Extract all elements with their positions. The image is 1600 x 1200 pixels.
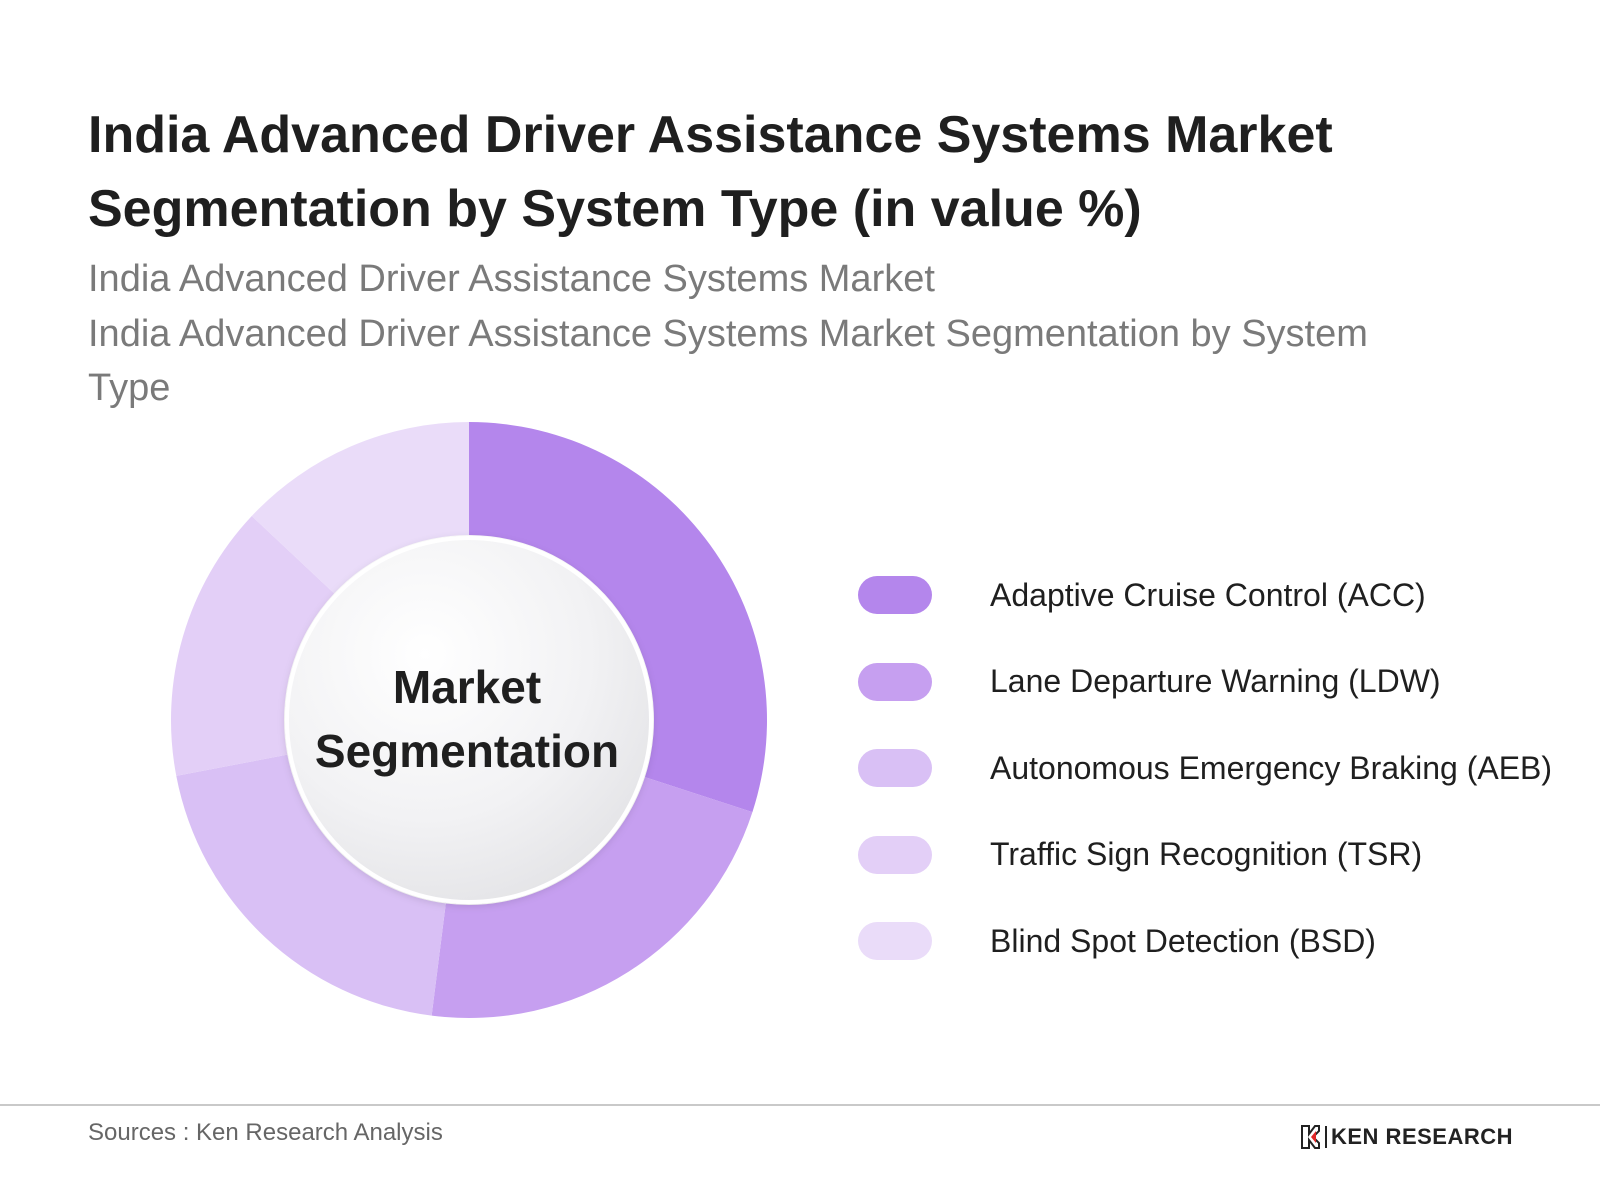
donut-center-hub	[285, 536, 653, 904]
legend-item: Traffic Sign Recognition (TSR)	[858, 812, 1598, 899]
legend-swatch	[858, 662, 932, 701]
chart-title: India Advanced Driver Assistance Systems…	[88, 106, 1333, 238]
ken-research-logo: KEN RESEARCH	[1300, 1124, 1513, 1150]
legend-swatch	[858, 749, 932, 788]
legend-label: Blind Spot Detection (BSD)	[990, 922, 1376, 959]
donut-slice-2	[431, 777, 753, 1018]
donut-slice-4	[171, 516, 335, 776]
brand-separator	[1325, 1126, 1327, 1148]
legend-swatch	[858, 922, 932, 961]
ken-research-k-icon	[1301, 1125, 1320, 1149]
source-note: Sources : Ken Research Analysis	[88, 1119, 443, 1146]
donut-slice-1	[469, 422, 768, 813]
brand-name: KEN RESEARCH	[1331, 1124, 1514, 1149]
legend-label: Lane Departure Warning (LDW)	[990, 663, 1441, 700]
legend-item: Autonomous Emergency Braking (AEB)	[858, 725, 1598, 812]
footer-divider	[0, 1104, 1600, 1106]
chart-subtitle-1: India Advanced Driver Assistance Systems…	[88, 258, 935, 300]
legend-item: Adaptive Cruise Control (ACC)	[858, 552, 1598, 639]
donut-slice-3	[176, 754, 446, 1016]
legend-label: Autonomous Emergency Braking (AEB)	[990, 749, 1553, 786]
donut-slice-5	[251, 422, 469, 594]
legend-item: Lane Departure Warning (LDW)	[858, 639, 1598, 726]
chart-legend: Adaptive Cruise Control (ACC) Lane Depart…	[858, 552, 1598, 985]
legend-swatch	[858, 576, 932, 615]
chart-subtitle-2: India Advanced Driver Assistance Systems…	[88, 313, 1368, 409]
legend-label: Adaptive Cruise Control (ACC)	[990, 576, 1426, 613]
donut-slices	[171, 422, 768, 1018]
center-label-line-1: Market	[392, 661, 542, 713]
legend-swatch	[858, 835, 932, 874]
legend-label: Traffic Sign Recognition (TSR)	[990, 836, 1423, 873]
donut-center-label: Market Segmentation	[282, 655, 652, 783]
legend-item: Blind Spot Detection (BSD)	[858, 898, 1598, 985]
center-label-line-2: Segmentation	[314, 725, 620, 777]
